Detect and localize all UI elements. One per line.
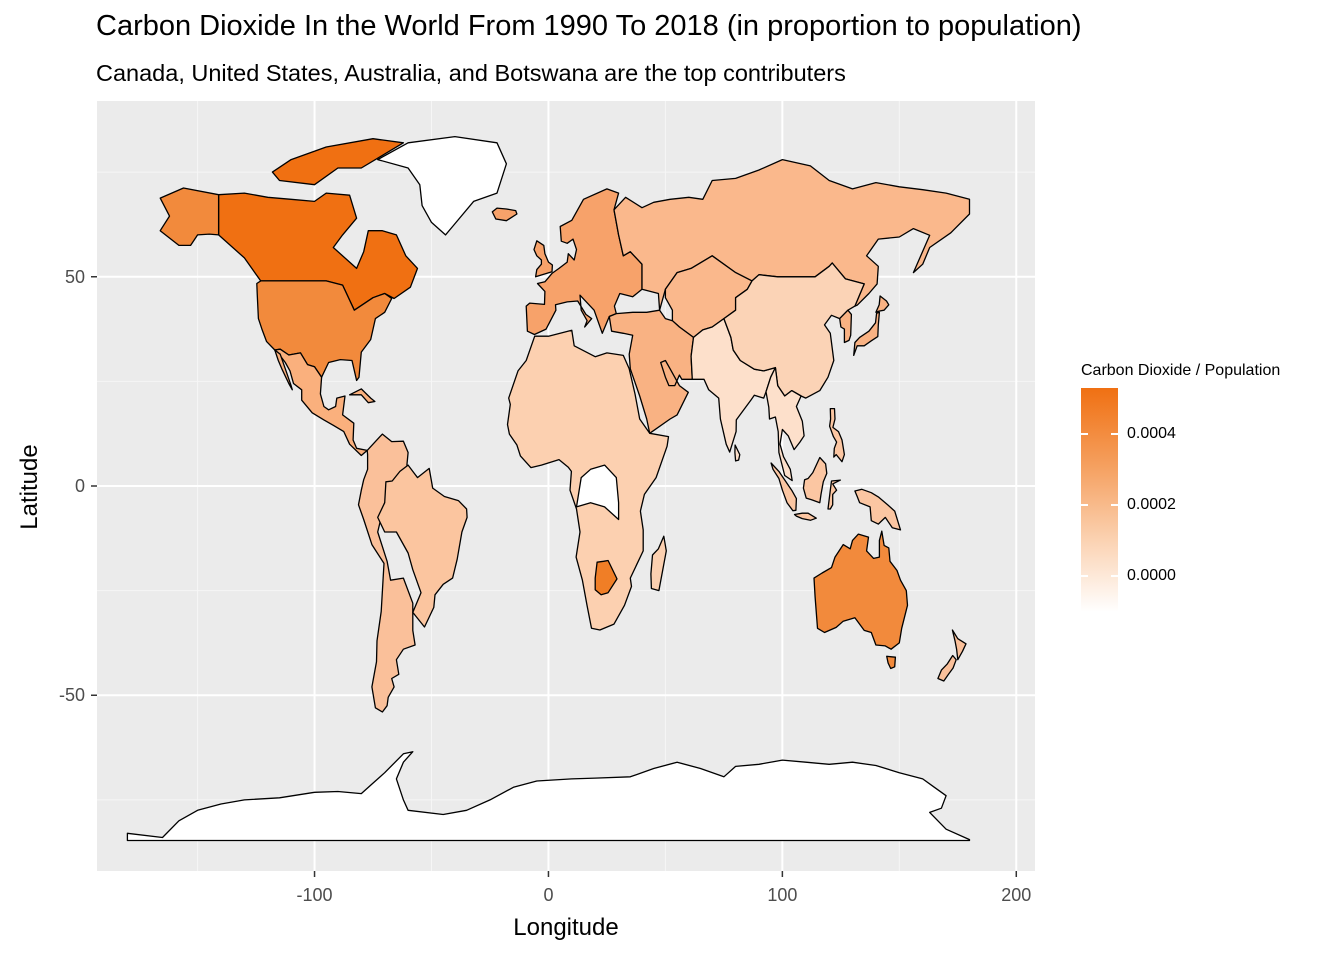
axis-ticks: -100 0 100 200 -50 0 50 bbox=[59, 267, 1031, 905]
region-antarctica bbox=[126, 751, 971, 842]
x-tick-label: 100 bbox=[767, 885, 797, 905]
y-axis-label: Latitude bbox=[16, 444, 43, 530]
region-baja bbox=[274, 349, 293, 391]
region-botswana bbox=[594, 559, 618, 596]
region-united-states bbox=[256, 280, 393, 382]
region-greenland bbox=[377, 135, 508, 236]
y-tick-label: -50 bbox=[59, 685, 85, 705]
legend-label: 0.0000 bbox=[1127, 567, 1176, 585]
legend-colorbar bbox=[1081, 388, 1118, 612]
region-borneo bbox=[802, 456, 828, 504]
region-mexico-central-america bbox=[274, 348, 368, 457]
legend-title: Carbon Dioxide / Population bbox=[1081, 362, 1281, 379]
region-brazil bbox=[377, 464, 468, 628]
region-australia bbox=[813, 530, 909, 650]
region-middle-east bbox=[608, 309, 695, 434]
x-tick-label: 0 bbox=[543, 885, 553, 905]
region-sri-lanka bbox=[734, 444, 741, 462]
x-tick-label: -100 bbox=[297, 885, 333, 905]
x-axis-label: Longitude bbox=[513, 914, 619, 941]
region-japan bbox=[853, 311, 881, 357]
y-tick-label: 50 bbox=[65, 267, 85, 287]
region-uk bbox=[533, 240, 554, 278]
map-regions bbox=[126, 135, 971, 842]
region-central-africa-white bbox=[575, 464, 620, 521]
region-tasmania bbox=[886, 655, 897, 670]
region-canada-arctic bbox=[271, 138, 405, 186]
chart-subtitle: Canada, United States, Australia, and Bo… bbox=[96, 60, 846, 86]
region-southeast-asia bbox=[765, 366, 805, 482]
region-philippines bbox=[828, 407, 846, 463]
x-tick-label: 200 bbox=[1001, 885, 1031, 905]
chart-title: Carbon Dioxide In the World From 1990 To… bbox=[96, 10, 1082, 42]
y-tick-label: 0 bbox=[75, 476, 85, 496]
legend-label: 0.0002 bbox=[1127, 496, 1176, 514]
region-new-zealand-south bbox=[937, 654, 957, 682]
region-new-guinea bbox=[854, 488, 902, 531]
region-madagascar bbox=[650, 535, 667, 592]
region-korea bbox=[839, 309, 853, 344]
region-sumatra bbox=[770, 462, 798, 512]
region-cuba bbox=[348, 388, 376, 404]
region-hokkaido bbox=[875, 295, 890, 313]
region-sulawesi bbox=[827, 479, 842, 510]
region-new-zealand-north bbox=[951, 629, 967, 661]
legend-label: 0.0004 bbox=[1127, 425, 1176, 443]
region-china-mongolia bbox=[723, 262, 865, 399]
region-alaska bbox=[159, 187, 220, 247]
region-java bbox=[793, 512, 817, 521]
region-iceland bbox=[491, 207, 518, 222]
